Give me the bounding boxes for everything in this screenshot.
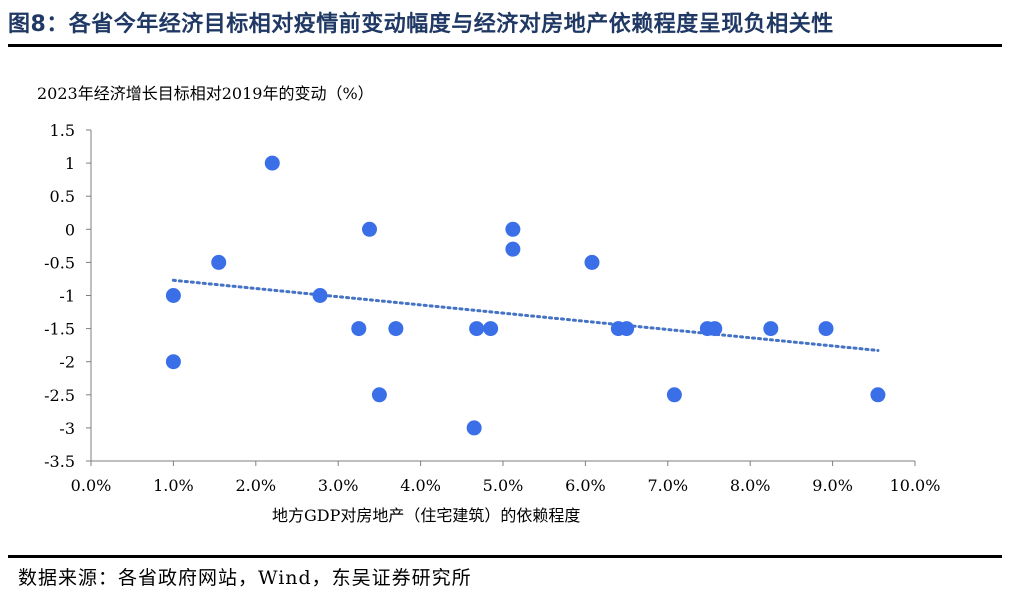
y-tick-label: 1	[65, 154, 75, 173]
figure-title: 图8：各省今年经济目标相对疫情前变动幅度与经济对房地产依赖程度呈现负相关性	[8, 12, 834, 37]
data-point	[666, 387, 682, 403]
y-tick-label: -1	[59, 287, 75, 306]
x-tick-label: 5.0%	[483, 476, 524, 495]
data-point	[818, 321, 834, 337]
data-point	[483, 321, 499, 337]
y-tick-label: -1.5	[44, 320, 75, 339]
data-point	[466, 420, 482, 436]
data-point	[312, 288, 328, 303]
x-tick-label: 6.0%	[565, 476, 606, 495]
data-point	[371, 387, 387, 403]
data-point	[165, 288, 181, 303]
data-point	[619, 321, 635, 337]
x-axis-label: 地方GDP对房地产（住宅建筑）的依赖程度	[272, 506, 581, 525]
top-rule	[8, 44, 1002, 47]
y-tick-label: 0	[65, 220, 75, 239]
data-point	[165, 354, 181, 370]
y-tick-label: 1.5	[50, 121, 75, 140]
y-tick-label: 0.5	[50, 187, 75, 206]
x-tick-label: 1.0%	[153, 476, 194, 495]
x-tick-label: 3.0%	[318, 476, 359, 495]
x-tick-label: 0.0%	[71, 476, 112, 495]
x-tick-label: 10.0%	[890, 476, 941, 495]
trendline	[171, 278, 880, 352]
y-tick-label: -2	[59, 353, 75, 372]
x-tick-label: 2.0%	[235, 476, 276, 495]
data-point	[388, 321, 404, 337]
y-tick-label: -3	[59, 419, 75, 438]
x-tick-label: 7.0%	[647, 476, 688, 495]
y-tick-label: -2.5	[44, 386, 75, 405]
data-point	[264, 155, 280, 171]
x-tick-label: 4.0%	[400, 476, 441, 495]
data-point	[763, 321, 779, 337]
data-point	[211, 254, 227, 270]
x-tick-label: 9.0%	[812, 476, 853, 495]
data-point	[362, 221, 378, 237]
data-point	[870, 387, 886, 403]
data-point	[505, 241, 521, 257]
bottom-rule	[8, 555, 1002, 558]
data-point	[351, 321, 367, 337]
data-point	[584, 254, 600, 270]
data-point	[505, 221, 521, 237]
x-tick-label: 8.0%	[730, 476, 771, 495]
data-point	[707, 321, 723, 337]
data-point	[469, 321, 485, 337]
y-tick-label: -0.5	[44, 253, 75, 272]
y-tick-label: -3.5	[44, 452, 75, 471]
y-axis-label: 2023年经济增长目标相对2019年的变动（%）	[37, 84, 374, 103]
source-note: 数据来源：各省政府网站，Wind，东吴证券研究所	[18, 567, 472, 589]
